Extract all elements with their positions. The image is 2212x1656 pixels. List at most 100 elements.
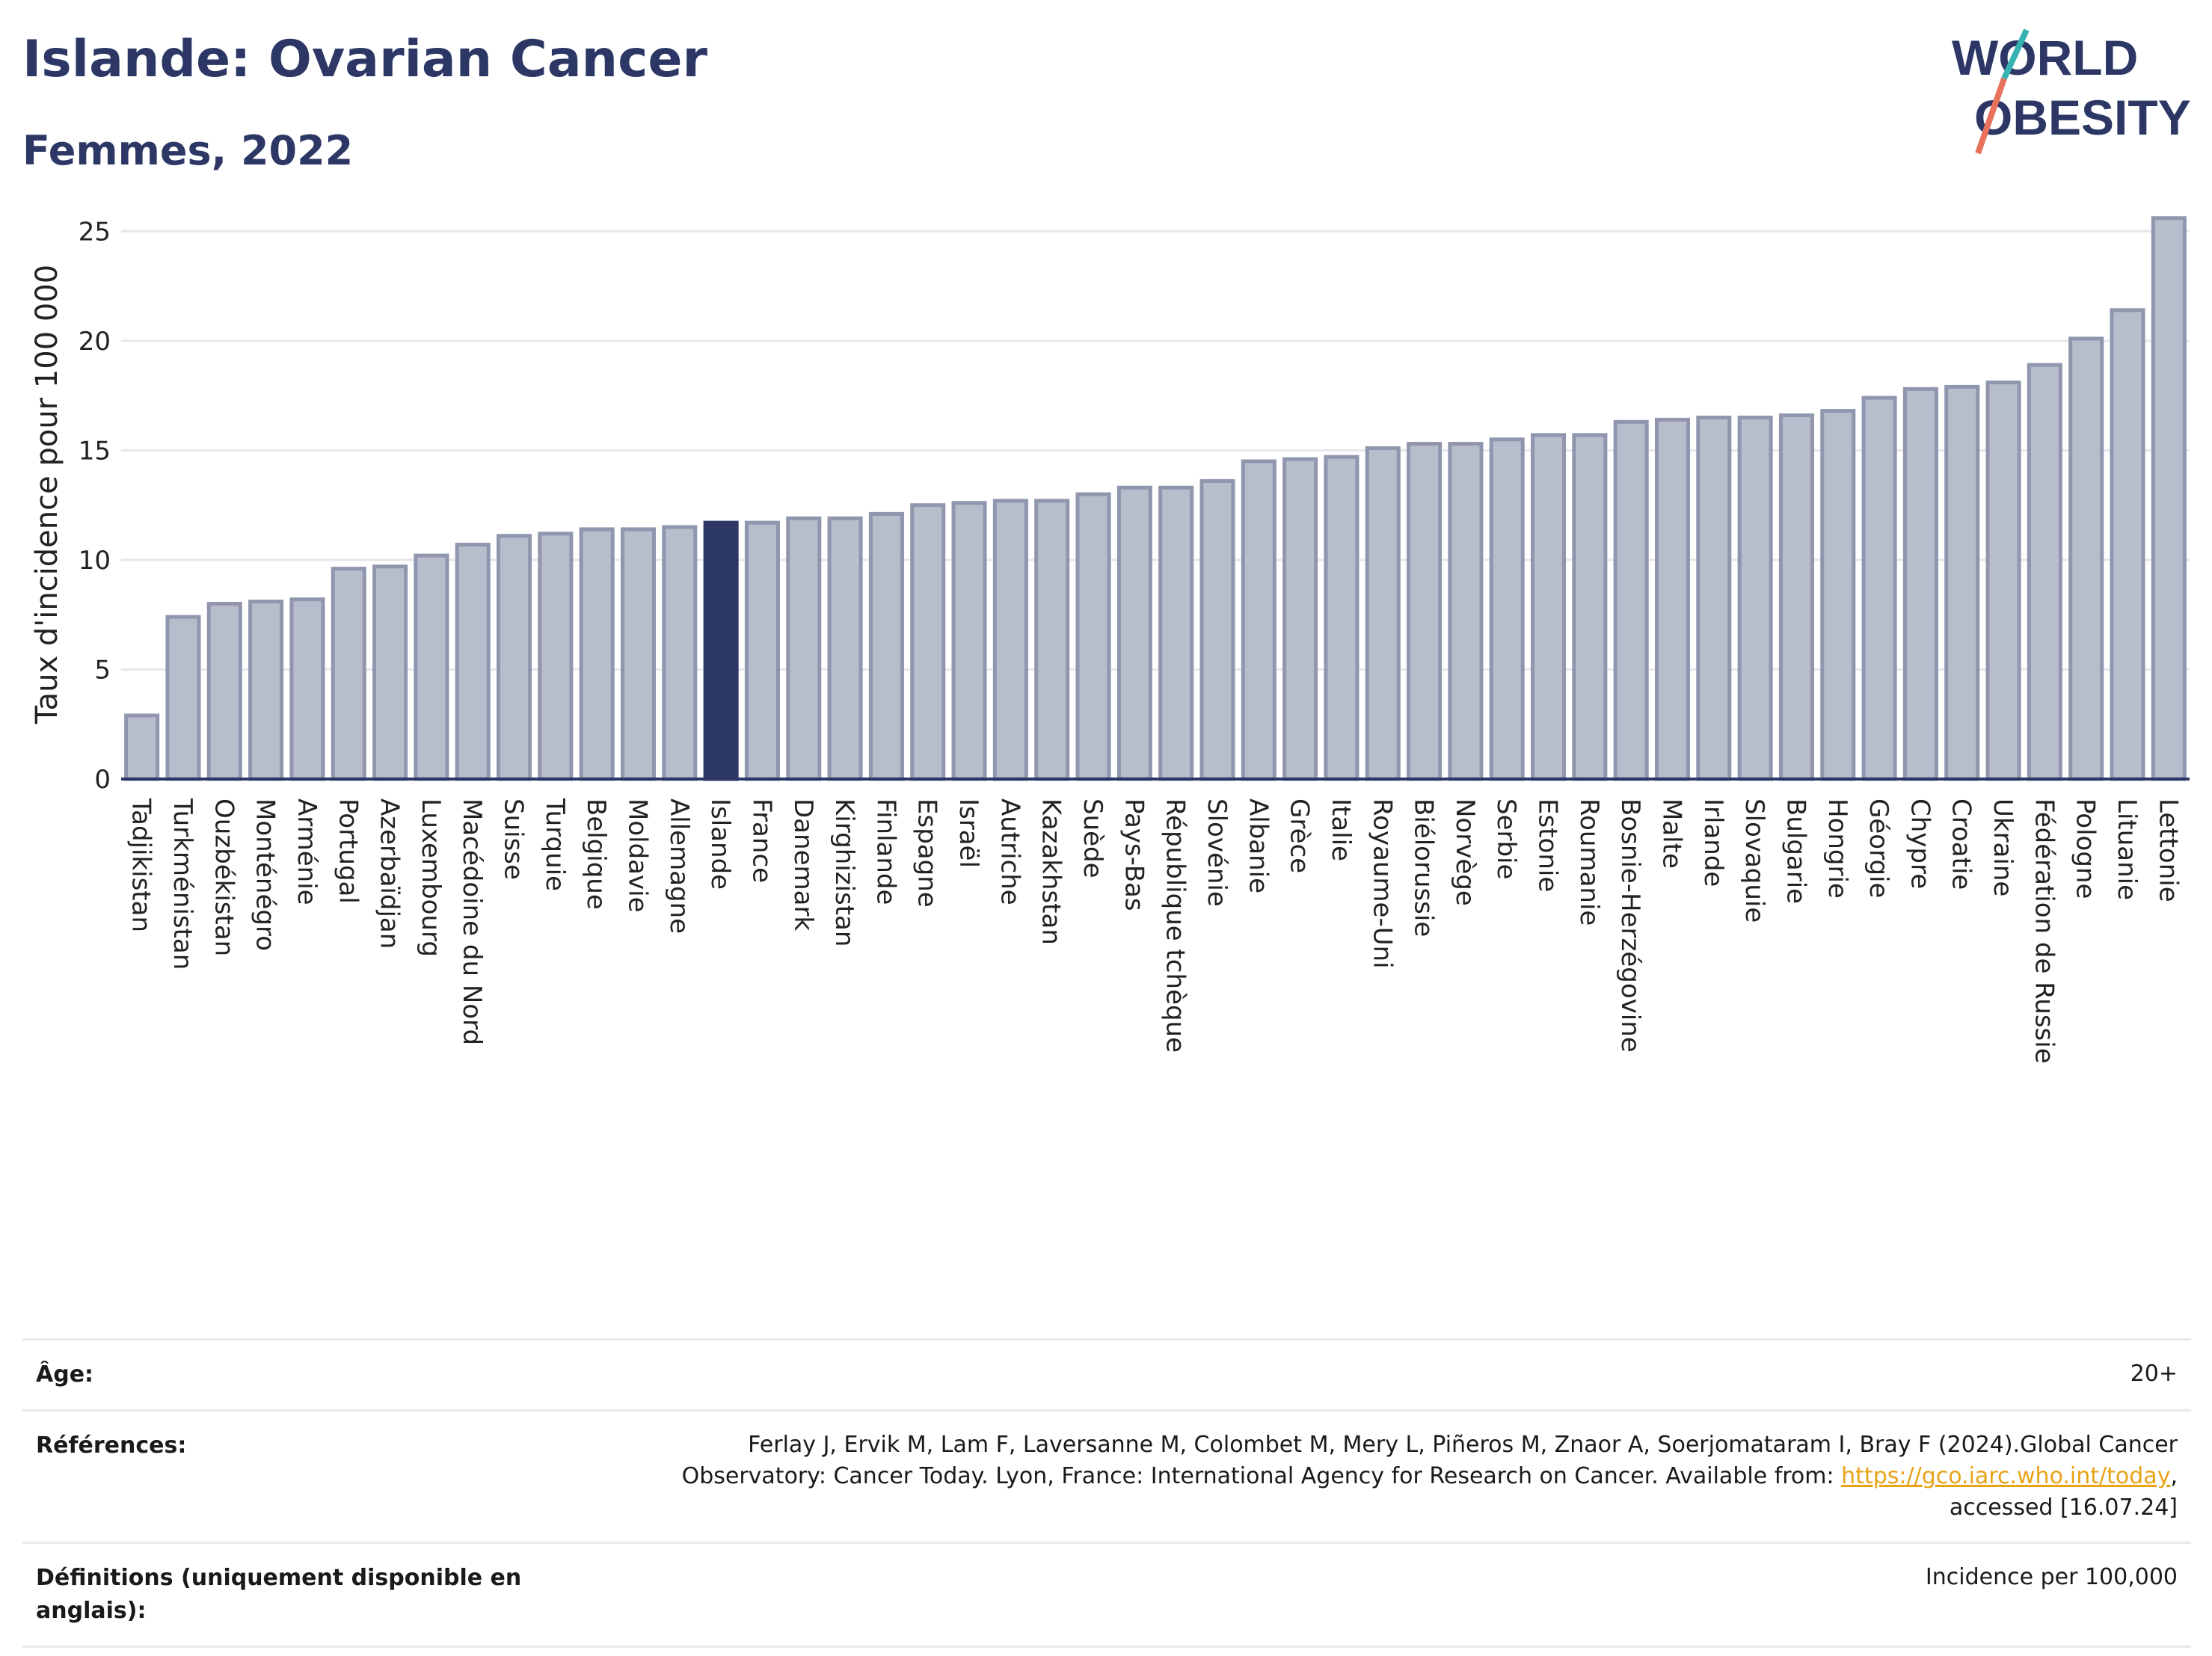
x-tick-label: Azerbaïdjan xyxy=(375,798,405,949)
bar-gr-ce[interactable] xyxy=(1282,457,1318,781)
x-tick-label: Moldavie xyxy=(623,798,653,913)
x-tick-label: Croatie xyxy=(1947,798,1976,890)
references-label: Références: xyxy=(36,1432,187,1459)
bar-kirghizistan[interactable] xyxy=(827,516,863,781)
x-tick-label: Kazakhstan xyxy=(1036,798,1066,945)
x-tick-label: Luxembourg xyxy=(416,798,446,957)
bar-islande[interactable] xyxy=(703,520,739,781)
x-tick-label: Tadjikistan xyxy=(126,798,156,932)
x-tick-label: Turkménistan xyxy=(168,798,197,970)
bar-italie[interactable] xyxy=(1324,455,1360,781)
bar-kazakhstan[interactable] xyxy=(1034,499,1070,781)
bar-turquie[interactable] xyxy=(538,532,574,781)
bar-ouzb-kistan[interactable] xyxy=(206,602,242,781)
x-tick-label: Lettonie xyxy=(2153,798,2183,902)
x-tick-label: Monténégro xyxy=(251,798,280,951)
age-label: Âge: xyxy=(36,1361,94,1388)
bar-allemagne[interactable] xyxy=(662,525,698,781)
bar-hongrie[interactable] xyxy=(1820,409,1856,781)
bar-g-orgie[interactable] xyxy=(1861,395,1897,781)
x-tick-label: Albanie xyxy=(1243,798,1273,893)
x-tick-label: Estonie xyxy=(1533,798,1563,892)
bar-bulgarie[interactable] xyxy=(1778,413,1814,781)
bar-norv-ge[interactable] xyxy=(1448,442,1484,781)
bar-bi-lorussie[interactable] xyxy=(1407,442,1443,781)
bar-isra-l[interactable] xyxy=(951,501,987,781)
x-tick-label: Espagne xyxy=(912,798,942,908)
bar-lettonie[interactable] xyxy=(2151,216,2187,781)
x-tick-label: Géorgie xyxy=(1864,798,1893,898)
bar-belgique[interactable] xyxy=(579,527,615,781)
x-tick-label: Hongrie xyxy=(1822,798,1852,899)
bar-moldavie[interactable] xyxy=(620,527,657,781)
bar-arm-nie[interactable] xyxy=(289,597,325,781)
bar-malte[interactable] xyxy=(1654,417,1691,781)
footer-table: Âge: 20+ Références: Ferlay J, Ervik M, … xyxy=(22,1338,2191,1648)
references-text-3: , xyxy=(2170,1463,2178,1489)
logo-line2: OBESITY xyxy=(1974,90,2191,145)
age-value: 20+ xyxy=(2130,1361,2178,1387)
x-tick-label: Finlande xyxy=(870,798,900,905)
x-tick-label: Danemark xyxy=(788,798,818,931)
bar-serbie[interactable] xyxy=(1489,437,1525,781)
x-tick-label: Biélorussie xyxy=(1409,798,1439,937)
bar-ukraine[interactable] xyxy=(1985,381,2021,781)
logo-slash-top xyxy=(2001,28,2030,80)
bar-f-d-ration-de-russie[interactable] xyxy=(2027,363,2062,781)
footer-row-definitions: Définitions (uniquement disponible en an… xyxy=(22,1542,2191,1648)
bar-mac-doine-du-nord[interactable] xyxy=(455,542,491,781)
x-tick-label: Islande xyxy=(705,798,735,890)
x-tick-label: Slovaquie xyxy=(1739,798,1769,923)
x-tick-label: Arménie xyxy=(292,798,322,905)
x-tick-label: Ouzbékistan xyxy=(209,798,239,956)
x-tick-label: Roumanie xyxy=(1574,798,1604,926)
bar-r-publique-tch-que[interactable] xyxy=(1158,485,1194,781)
bar-slovaquie[interactable] xyxy=(1737,415,1773,781)
bar-pays-bas[interactable] xyxy=(1116,485,1152,781)
bar-slov-nie[interactable] xyxy=(1199,478,1235,781)
logo-slash-bottom xyxy=(1975,77,2007,155)
bar-su-de[interactable] xyxy=(1075,492,1111,781)
bar-azerba-djan[interactable] xyxy=(372,564,408,781)
bar-irlande[interactable] xyxy=(1696,415,1732,781)
x-tick-label: Chypre xyxy=(1905,798,1935,889)
bar-suisse[interactable] xyxy=(497,534,532,781)
bar-croatie[interactable] xyxy=(1944,384,1980,781)
bar-portugal[interactable] xyxy=(331,567,366,781)
bar-albanie[interactable] xyxy=(1241,459,1276,781)
bar-finlande[interactable] xyxy=(868,511,904,781)
references-link[interactable]: https://gco.iarc.who.int/today xyxy=(1841,1463,2171,1489)
x-tick-label: Ukraine xyxy=(1988,798,2018,896)
bar-france[interactable] xyxy=(744,520,780,781)
bar-danemark[interactable] xyxy=(786,516,822,781)
bar-luxembourg[interactable] xyxy=(414,553,449,781)
x-tick-label: Kirghizistan xyxy=(829,798,859,946)
bar-bosnie-herz-govine[interactable] xyxy=(1613,419,1649,781)
bar-tadjikistan[interactable] xyxy=(124,713,160,781)
x-tick-label: Fédération de Russie xyxy=(2029,798,2059,1064)
x-tick-label: Serbie xyxy=(1491,798,1521,879)
bar-estonie[interactable] xyxy=(1531,433,1567,781)
x-tick-label: Bosnie-Herzégovine xyxy=(1615,798,1645,1053)
x-tick-label: Allemagne xyxy=(664,798,694,934)
bar-roumanie[interactable] xyxy=(1572,433,1608,781)
definitions-value: Incidence per 100,000 xyxy=(1925,1564,2178,1590)
x-tick-label: Grèce xyxy=(1285,798,1315,873)
bar-pologne[interactable] xyxy=(2068,336,2104,781)
x-tick-label: Italie xyxy=(1326,798,1356,861)
x-tick-label: France xyxy=(746,798,776,883)
x-tick-label: Turquie xyxy=(540,798,570,891)
bar-autriche[interactable] xyxy=(992,499,1028,781)
bar-mont-n-gro[interactable] xyxy=(248,600,284,781)
chart-subtitle: Femmes, 2022 xyxy=(22,127,354,174)
x-tick-label: Pologne xyxy=(2071,798,2101,899)
x-tick-label: République tchèque xyxy=(1161,798,1191,1053)
footer-row-references: Références: Ferlay J, Ervik M, Lam F, La… xyxy=(22,1409,2191,1542)
x-tick-label: Macédoine du Nord xyxy=(457,798,487,1045)
x-tick-label: Norvège xyxy=(1450,798,1480,906)
bar-chypre[interactable] xyxy=(1902,387,1938,781)
bar-turkm-nistan[interactable] xyxy=(165,615,201,781)
bar-royaume-uni[interactable] xyxy=(1365,446,1401,781)
bar-lituanie[interactable] xyxy=(2110,308,2145,781)
bar-espagne[interactable] xyxy=(910,503,946,781)
